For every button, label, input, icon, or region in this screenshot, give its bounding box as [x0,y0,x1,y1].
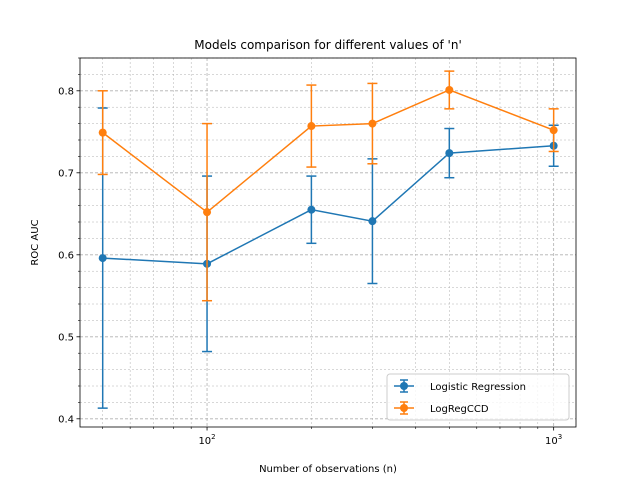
legend-box [386,373,570,421]
x-tick-label: 103 [545,433,562,447]
plot-frame [79,57,577,428]
data-point [445,149,454,158]
series-line [102,144,554,265]
x-tick-label-base: 10 [198,436,211,447]
series-line [102,89,554,214]
y-axis-label: ROC AUC [30,219,41,265]
x-tick-label-base: 10 [545,436,558,447]
x-tick-label-exponent: 3 [558,433,562,441]
legend: Logistic Regression LogRegCCD [386,373,570,421]
legend-marker [400,382,408,390]
legend-marker [400,404,408,412]
y-tick-label: 0.4 [58,414,74,425]
data-point [549,126,558,135]
data-point [368,217,377,226]
legend-label: LogRegCCD [430,404,489,415]
chart-title: Models comparison for different values o… [194,38,462,52]
data-point [307,205,316,214]
y-tick-label: 0.8 [58,86,74,97]
series-layer [97,70,559,409]
data-point [445,85,454,94]
data-point [98,128,107,137]
data-point [98,254,107,263]
x-tick-label: 102 [198,433,215,447]
y-tick-label: 0.7 [58,168,74,179]
data-point [368,119,377,128]
legend-item: Logistic Regression [394,379,526,393]
x-axis-label: Number of observations (n) [259,464,397,475]
legend-label: Logistic Regression [430,382,526,393]
data-point [307,122,316,131]
plot-area [80,58,576,427]
legend-item: LogRegCCD [394,401,489,415]
series-group [97,70,559,302]
y-tick-label: 0.5 [58,332,74,343]
data-point [203,208,212,217]
series-group [97,107,559,409]
x-tick-label-exponent: 2 [211,433,215,441]
y-tick-label: 0.6 [58,250,74,261]
